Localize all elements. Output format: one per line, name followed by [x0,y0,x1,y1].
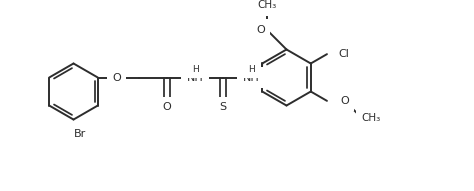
Text: O: O [256,25,265,35]
Text: O: O [163,102,171,112]
Text: Cl: Cl [338,49,349,59]
Text: NH: NH [187,73,203,83]
Text: CH₃: CH₃ [362,113,381,123]
Text: CH₃: CH₃ [257,0,276,10]
Text: Br: Br [73,129,86,139]
Text: NH: NH [243,73,259,83]
Text: H: H [248,65,255,74]
Text: S: S [219,102,227,112]
Text: O: O [340,96,349,106]
Text: H: H [192,65,199,74]
Text: O: O [112,73,121,83]
